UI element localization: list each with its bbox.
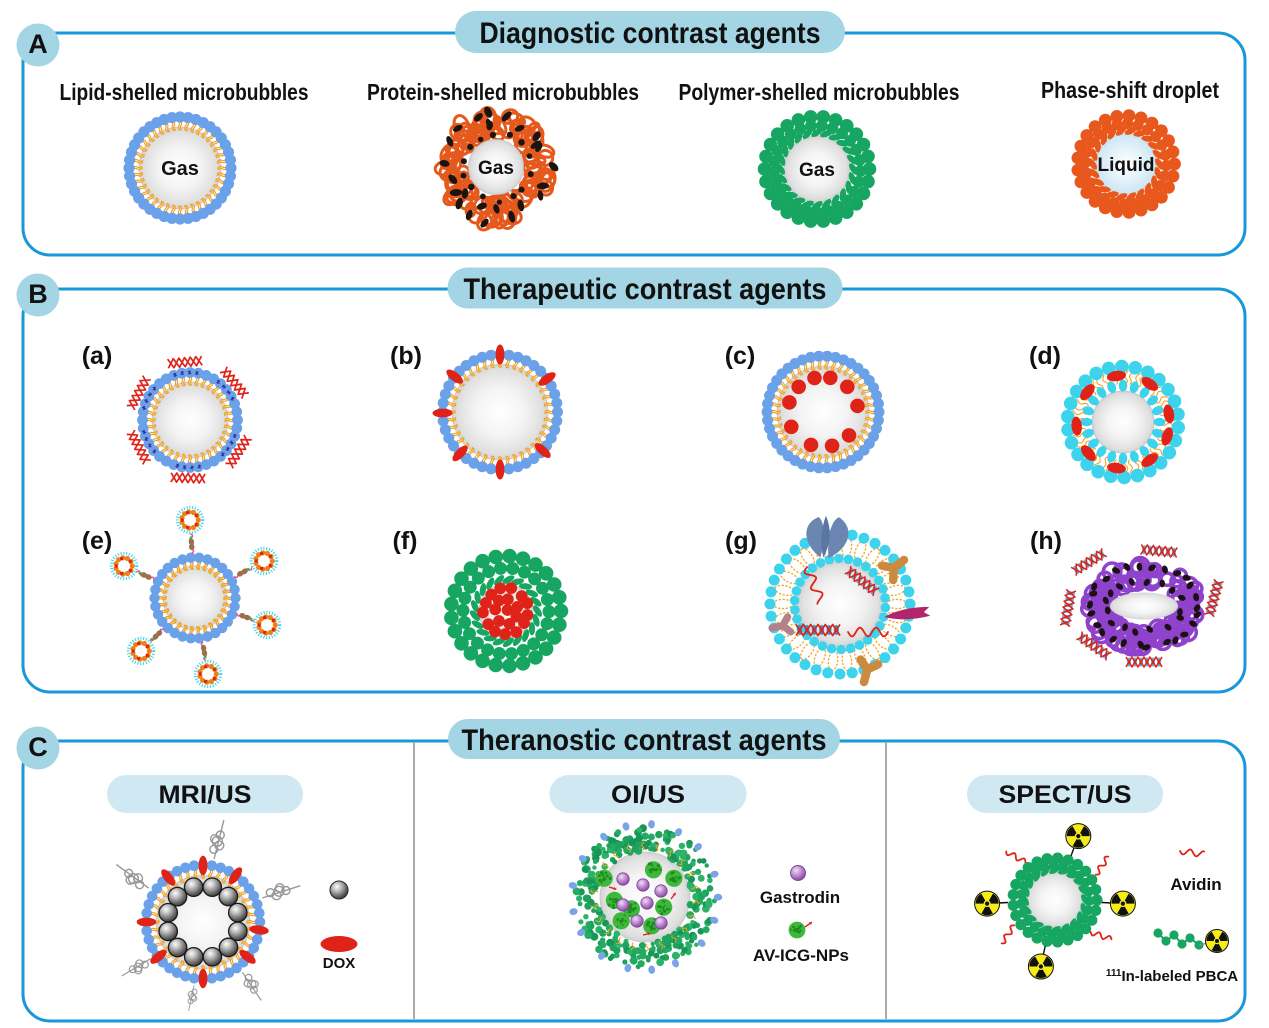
svg-text:A: A — [28, 29, 48, 59]
svg-text:Gas: Gas — [799, 160, 835, 181]
svg-text:MRI/US: MRI/US — [159, 781, 252, 809]
svg-text:SPECT/US: SPECT/US — [999, 781, 1132, 809]
svg-text:(f): (f) — [393, 527, 418, 555]
svg-text:Therapeutic contrast agents: Therapeutic contrast agents — [464, 273, 827, 306]
svg-text:(b): (b) — [390, 342, 422, 370]
svg-text:(a): (a) — [82, 342, 113, 370]
svg-text:OI/US: OI/US — [611, 781, 685, 809]
svg-text:Avidin: Avidin — [1170, 875, 1221, 894]
svg-text:Liquid: Liquid — [1098, 155, 1155, 176]
svg-text:(g): (g) — [725, 527, 757, 555]
svg-text:C: C — [28, 732, 48, 762]
svg-text:Diagnostic contrast agents: Diagnostic contrast agents — [480, 17, 821, 50]
svg-text:Theranostic contrast agents: Theranostic contrast agents — [462, 724, 827, 757]
svg-text:Gas: Gas — [161, 158, 199, 180]
svg-text:DOX: DOX — [323, 955, 356, 972]
svg-text:Phase-shift droplet: Phase-shift droplet — [1041, 77, 1219, 103]
svg-text:Polymer-shelled microbubbles: Polymer-shelled microbubbles — [679, 79, 960, 105]
svg-text:(e): (e) — [82, 527, 113, 555]
svg-text:AV-ICG-NPs: AV-ICG-NPs — [753, 946, 849, 965]
svg-text:(h): (h) — [1030, 527, 1062, 555]
svg-text:Protein-shelled microbubbles: Protein-shelled microbubbles — [367, 79, 639, 105]
svg-text:Lipid-shelled microbubbles: Lipid-shelled microbubbles — [60, 79, 309, 105]
svg-text:Gas: Gas — [478, 158, 514, 179]
svg-text:(d): (d) — [1029, 342, 1061, 370]
svg-text:Gastrodin: Gastrodin — [760, 888, 840, 907]
svg-text:(c): (c) — [725, 342, 756, 370]
svg-text:B: B — [28, 279, 48, 309]
svg-text:111In-labeled PBCA: 111In-labeled PBCA — [1106, 968, 1238, 985]
